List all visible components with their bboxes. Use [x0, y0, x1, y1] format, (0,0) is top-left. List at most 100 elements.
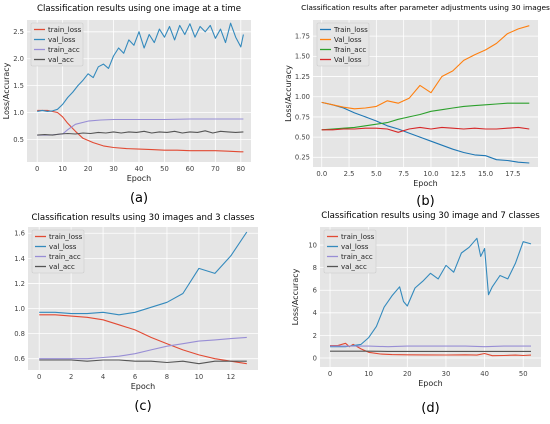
y-tick-label: 1.25 [295, 73, 310, 81]
x-tick-label: 12 [227, 373, 236, 381]
x-tick-label: 80 [236, 165, 245, 173]
legend-label: train_loss [48, 26, 82, 34]
legend-box [323, 229, 377, 274]
x-tick-label: 10 [195, 373, 204, 381]
legend-label: val_loss [48, 36, 76, 44]
y-tick-label: 1.0 [14, 305, 25, 313]
chart-panel: 0 10 20 30 40 50 60 70 80 0.5 1.0 1.5 2.0 2.5 train_lo… [2, 4, 251, 206]
y-tick-label: 2 [313, 332, 317, 340]
chart-title: Classification results using one image a… [37, 4, 241, 14]
x-tick-label: 0.0 [316, 170, 327, 178]
x-tick-label: 12.5 [451, 170, 466, 178]
panel-caption: (b) [416, 194, 434, 209]
legend-label: Train_loss [333, 26, 368, 34]
x-tick-label: 30 [109, 165, 118, 173]
chart-title: Classification results using 30 image an… [321, 211, 540, 221]
legend-label: val_loss [341, 243, 369, 251]
x-tick-label: 10 [58, 165, 67, 173]
y-tick-label: 1.5 [13, 82, 24, 90]
x-tick-label: 8 [165, 373, 169, 381]
x-tick-label: 0 [328, 370, 332, 378]
x-axis-label: Epoch [127, 174, 152, 183]
x-tick-label: 30 [442, 370, 451, 378]
series-line-train-acc [39, 336, 247, 360]
y-tick-label: 6 [313, 287, 317, 295]
y-tick-label: 0.8 [14, 330, 25, 338]
x-tick-label: 0 [37, 373, 41, 381]
legend-box [31, 229, 85, 274]
y-tick-label: 1.0 [13, 109, 24, 117]
series-line-train-loss [321, 101, 530, 164]
series-line-val-loss [321, 25, 530, 110]
x-tick-label: 40 [480, 370, 489, 378]
series-line-val-loss [321, 126, 530, 133]
y-tick-label: 1.00 [295, 93, 310, 101]
y-axis-label: Loss/Accuracy [284, 65, 293, 122]
panel-caption: (c) [134, 399, 151, 414]
y-tick-label: 1.2 [14, 280, 25, 288]
x-axis-label: Epoch [418, 379, 443, 388]
y-tick-label: 0.6 [14, 355, 25, 363]
y-tick-label: 8 [313, 264, 317, 272]
x-tick-label: 10 [364, 370, 373, 378]
legend-label: val_acc [341, 263, 367, 271]
chart-panel: 0.0 2.5 5.0 7.5 10.0 12.5 15.0 17.5 0.25 0.50 0.75… [284, 3, 550, 209]
x-axis-label: Epoch [413, 179, 438, 188]
legend-label: train_loss [49, 233, 83, 241]
x-axis-label: Epoch [131, 382, 156, 391]
legend-label: Val_loss [334, 56, 362, 64]
y-tick-label: 1.4 [14, 255, 25, 263]
x-tick-label: 50 [519, 370, 528, 378]
y-tick-label: 0.75 [295, 113, 310, 121]
chart-panel: 0 2 4 6 8 10 12 0.6 0.8 1.0 1.2 1.4 1.6 train_lossval… [14, 213, 258, 414]
series-line-train-acc [321, 102, 530, 131]
series-line-train-acc [330, 345, 531, 348]
x-tick-label: 7.5 [398, 170, 409, 178]
series-line-val-acc [39, 359, 247, 365]
x-tick-label: 17.5 [505, 170, 520, 178]
panel-caption: (a) [130, 191, 148, 206]
legend-label: train_loss [341, 233, 375, 241]
x-tick-label: 15.0 [478, 170, 493, 178]
y-tick-label: 0.50 [295, 134, 310, 142]
y-tick-label: 1.6 [14, 230, 25, 238]
y-tick-label: 0.5 [13, 136, 24, 144]
chart-panel: 0 10 20 30 40 50 0 2 4 6 8 10 train_loss val_losstrai… [291, 211, 541, 416]
x-tick-label: 20 [403, 370, 412, 378]
x-tick-label: 60 [186, 165, 195, 173]
legend-box [316, 22, 370, 67]
y-tick-label: 0 [313, 354, 317, 362]
y-tick-label: 1.50 [295, 53, 310, 61]
series-line-val-loss [37, 22, 244, 112]
legend-label: train_acc [48, 46, 80, 54]
x-tick-label: 50 [160, 165, 169, 173]
x-tick-label: 2.5 [344, 170, 355, 178]
legend-label: val_acc [49, 263, 75, 271]
x-tick-label: 40 [135, 165, 144, 173]
legend-box [30, 22, 84, 67]
x-tick-label: 2 [69, 373, 73, 381]
legend-label: Val_loss [334, 36, 362, 44]
legend-label: train_acc [49, 253, 81, 261]
series-line-val-loss [330, 237, 532, 348]
chart-title: Classification results after parameter a… [301, 3, 550, 12]
series-line-train-loss [37, 109, 244, 153]
x-tick-label: 6 [133, 373, 137, 381]
legend-label: val_loss [49, 243, 77, 251]
x-tick-label: 20 [84, 165, 93, 173]
panel-caption: (d) [421, 401, 439, 416]
legend-label: Train_acc [333, 46, 366, 54]
x-tick-label: 10.0 [423, 170, 438, 178]
series-line-val-loss [39, 231, 248, 316]
x-tick-label: 5.0 [371, 170, 382, 178]
x-tick-label: 70 [211, 165, 220, 173]
y-tick-label: 2.5 [13, 28, 24, 36]
series-line-val-acc [37, 130, 244, 136]
y-tick-label: 0.25 [295, 154, 310, 162]
y-tick-label: 10 [308, 241, 317, 249]
y-axis-label: Loss/Accuracy [2, 62, 11, 119]
legend-label: train_acc [341, 253, 373, 261]
y-tick-label: 4 [313, 309, 317, 317]
legend-label: val_acc [48, 56, 74, 64]
